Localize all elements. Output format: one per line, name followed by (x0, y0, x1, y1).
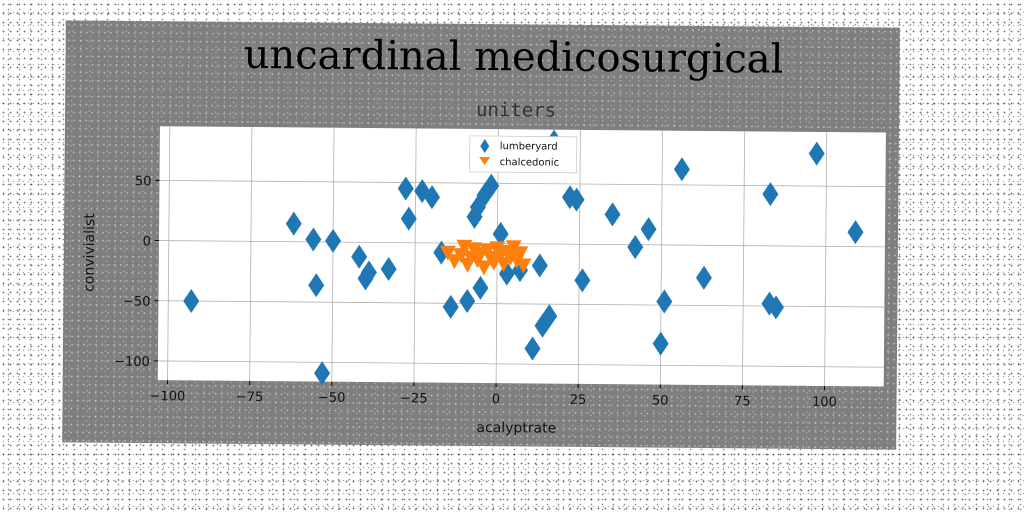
point-lumberyard (360, 260, 377, 285)
point-chalcedonic (476, 260, 492, 276)
y-axis-label: convivialist (81, 213, 98, 292)
point-lumberyard (847, 220, 864, 245)
chart-title: uncardinal medicosurgical (243, 32, 783, 83)
point-lumberyard (767, 295, 784, 320)
point-lumberyard (695, 265, 712, 290)
point-lumberyard (492, 221, 509, 246)
legend-marker-lumberyard (480, 139, 490, 154)
x-grid-line (824, 132, 828, 387)
point-lumberyard (483, 173, 500, 198)
y-tick-label: 50 (135, 174, 152, 189)
point-lumberyard (400, 206, 417, 231)
point-lumberyard (568, 187, 585, 212)
point-lumberyard (524, 336, 541, 361)
point-chalcedonic (512, 246, 529, 262)
point-lumberyard (761, 291, 778, 316)
point-lumberyard (472, 275, 489, 300)
point-chalcedonic (439, 245, 456, 261)
point-lumberyard (604, 202, 621, 227)
point-lumberyard (531, 253, 548, 278)
y-tick-label: −100 (114, 355, 150, 370)
legend-marker-chalcedonic (479, 156, 491, 166)
point-lumberyard (397, 176, 414, 201)
chart-svg: uncardinal medicosurgical uniters −100 −7… (81, 32, 886, 437)
legend: lumberyard chalcedonic (469, 135, 578, 174)
y-axis-ticks: −100 −50 0 50 (114, 174, 160, 370)
x-grid-line (413, 128, 417, 383)
x-tick-label: 100 (812, 395, 837, 410)
point-lumberyard (652, 331, 669, 356)
legend-box (469, 135, 578, 174)
point-lumberyard (325, 228, 342, 253)
point-lumberyard (308, 273, 325, 298)
x-grid-line (249, 126, 253, 381)
x-tick-label: −50 (318, 391, 346, 406)
chart-figure: uncardinal medicosurgical uniters −100 −7… (62, 20, 900, 450)
y-tick-label: 0 (143, 234, 151, 249)
point-lumberyard (627, 235, 644, 260)
chart-subtitle: uniters (476, 99, 556, 122)
point-lumberyard (351, 244, 368, 269)
data-points (183, 129, 864, 386)
y-grid-line (158, 240, 885, 248)
point-lumberyard (561, 185, 578, 210)
point-lumberyard (574, 268, 591, 293)
point-lumberyard (459, 289, 476, 314)
x-grid-line (331, 127, 335, 382)
x-tick-label: 0 (492, 392, 500, 407)
point-lumberyard (442, 294, 459, 319)
legend-label-lumberyard: lumberyard (500, 141, 558, 153)
point-lumberyard (673, 157, 690, 182)
point-lumberyard (498, 261, 515, 286)
point-lumberyard (640, 217, 657, 242)
x-tick-label: 25 (570, 393, 587, 408)
x-tick-label: −75 (236, 390, 264, 405)
point-lumberyard (305, 227, 322, 252)
x-grid-line (577, 129, 581, 384)
point-lumberyard (808, 141, 825, 166)
legend-label-chalcedonic: chalcedonic (500, 157, 560, 169)
point-lumberyard (423, 185, 440, 210)
x-grid-line (167, 126, 171, 381)
x-axis-label: acalyptrate (476, 420, 556, 437)
point-lumberyard (314, 361, 331, 386)
point-lumberyard (656, 289, 673, 314)
x-axis-ticks: −100 −75 −50 −25 0 25 50 75 100 (150, 380, 837, 410)
point-lumberyard (541, 304, 558, 329)
x-tick-label: −25 (400, 391, 428, 406)
point-chalcedonic (515, 258, 532, 274)
point-lumberyard (414, 179, 431, 204)
point-lumberyard (183, 289, 200, 314)
x-tick-label: 75 (734, 394, 751, 409)
point-lumberyard (762, 182, 779, 207)
y-tick-label: −50 (123, 294, 151, 309)
point-lumberyard (285, 211, 302, 236)
y-grid-line (159, 179, 886, 188)
point-lumberyard (380, 257, 397, 282)
x-tick-label: 50 (652, 393, 669, 408)
y-grid-line (157, 360, 884, 368)
x-tick-label: −100 (150, 389, 186, 404)
x-grid-line (742, 131, 746, 386)
